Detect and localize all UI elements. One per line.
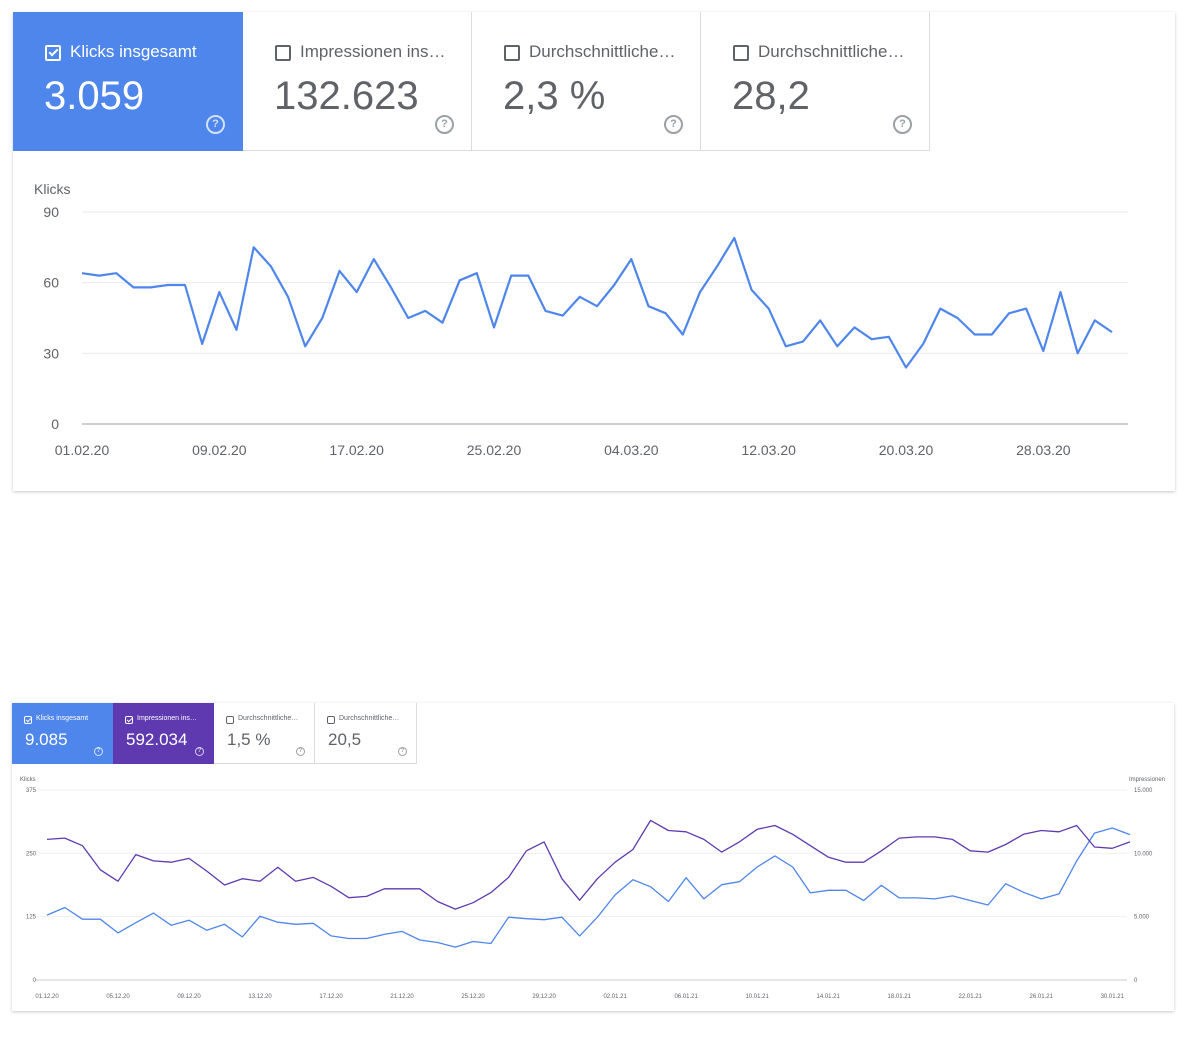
- y-tick-label-left: 0: [33, 978, 37, 984]
- x-tick-label: 20.03.20: [879, 442, 934, 458]
- checkbox-icon[interactable]: [125, 716, 133, 724]
- metric-label: Durchschnittliche…: [238, 715, 299, 722]
- metric-card-average-ctr[interactable]: Durchschnittliche… 1,5 % ?: [214, 703, 315, 764]
- y-axis-label-right: Impressionen: [1129, 777, 1165, 783]
- checkbox-icon[interactable]: [275, 45, 291, 61]
- metric-label: Impressionen ins…: [300, 42, 446, 61]
- metric-value: 132.623: [274, 74, 419, 118]
- impressions-series-line: [46, 819, 1131, 910]
- metric-label: Durchschnittliche…: [758, 42, 905, 61]
- x-tick-label: 02.01.21: [603, 994, 627, 1000]
- checkbox-icon[interactable]: [733, 45, 749, 61]
- y-tick-label-right: 15.000: [1134, 788, 1153, 794]
- x-tick-label: 17.02.20: [329, 442, 384, 458]
- metric-label: Klicks insgesamt: [36, 715, 89, 722]
- x-tick-label: 10.01.21: [745, 994, 769, 1000]
- clicks-series-line: [81, 236, 1113, 369]
- help-icon[interactable]: ?: [206, 115, 225, 134]
- metric-label: Klicks insgesamt: [70, 42, 197, 61]
- checkbox-icon[interactable]: [226, 716, 234, 724]
- metric-label: Impressionen ins…: [137, 715, 197, 722]
- x-tick-label: 04.03.20: [604, 442, 659, 458]
- x-tick-label: 21.12.20: [390, 994, 414, 1000]
- y-tick-label-right: 5.000: [1134, 915, 1150, 921]
- x-tick-label: 01.12.20: [35, 994, 59, 1000]
- help-icon[interactable]: ?: [94, 747, 103, 756]
- x-tick-label: 18.01.21: [888, 994, 912, 1000]
- clicks-line-chart: Klicks 90 60 30 0 01.02.20 09.02.20 17.02.20 25.…: [34, 181, 1128, 458]
- metric-card-total-clicks[interactable]: Klicks insgesamt 9.085 ?: [12, 703, 113, 764]
- y-tick-label-right: 0: [1134, 978, 1138, 984]
- metric-value: 1,5 %: [227, 730, 271, 749]
- help-icon[interactable]: ?: [435, 115, 454, 134]
- checkbox-icon[interactable]: [45, 45, 61, 61]
- help-icon[interactable]: ?: [664, 115, 683, 134]
- x-tick-label: 28.03.20: [1016, 442, 1071, 458]
- x-tick-label: 05.12.20: [106, 994, 130, 1000]
- checkbox-icon[interactable]: [327, 716, 335, 724]
- metric-value: 2,3 %: [503, 74, 606, 118]
- y-tick-label-left: 125: [26, 915, 37, 921]
- performance-report-1: Klicks insgesamt 3.059 ? Impressionen in…: [13, 12, 1175, 491]
- x-tick-label: 01.02.20: [55, 442, 110, 458]
- metric-value: 20,5: [328, 730, 362, 749]
- x-tick-label: 13.12.20: [248, 994, 272, 1000]
- checkbox-icon[interactable]: [24, 716, 32, 724]
- metric-card-average-ctr[interactable]: Durchschnittliche… 2,3 % ?: [472, 12, 701, 151]
- x-tick-label: 12.03.20: [741, 442, 796, 458]
- metric-value: 3.059: [44, 74, 145, 118]
- metric-card-average-position[interactable]: Durchschnittliche… 28,2 ?: [701, 12, 930, 151]
- y-axis-label: Klicks: [34, 181, 71, 197]
- metric-card-total-impressions[interactable]: Impressionen ins… 132.623 ?: [243, 12, 472, 151]
- y-tick-label-left: 375: [26, 788, 37, 794]
- metric-card-average-position[interactable]: Durchschnittliche… 20,5 ?: [315, 703, 417, 764]
- checkbox-icon[interactable]: [504, 45, 520, 61]
- metric-value: 28,2: [732, 74, 810, 118]
- x-tick-label: 26.01.21: [1030, 994, 1054, 1000]
- x-tick-label: 17.12.20: [319, 994, 343, 1000]
- x-tick-label: 09.12.20: [177, 994, 201, 1000]
- y-axis-label-left: Klicks: [20, 777, 36, 783]
- y-tick-label: 90: [43, 204, 59, 220]
- metric-label: Durchschnittliche…: [339, 715, 400, 722]
- x-tick-label: 29.12.20: [532, 994, 556, 1000]
- x-tick-label: 22.01.21: [959, 994, 983, 1000]
- x-tick-label: 14.01.21: [817, 994, 841, 1000]
- y-tick-label-left: 250: [26, 851, 37, 857]
- help-icon[interactable]: ?: [893, 115, 912, 134]
- metric-card-total-impressions[interactable]: Impressionen ins… 592.034 ?: [113, 703, 214, 764]
- x-tick-label: 25.02.20: [467, 442, 522, 458]
- metric-label: Durchschnittliche…: [529, 42, 676, 61]
- metric-card-total-clicks[interactable]: Klicks insgesamt 3.059 ?: [13, 12, 243, 151]
- clicks-series-line: [46, 827, 1131, 948]
- metric-value: 592.034: [126, 730, 188, 749]
- help-icon[interactable]: ?: [398, 747, 407, 756]
- x-tick-label: 09.02.20: [192, 442, 247, 458]
- x-tick-label: 06.01.21: [674, 994, 698, 1000]
- x-tick-label: 30.01.21: [1101, 994, 1125, 1000]
- y-tick-label: 60: [43, 275, 59, 291]
- x-tick-label: 25.12.20: [461, 994, 485, 1000]
- help-icon[interactable]: ?: [296, 747, 305, 756]
- y-tick-label-right: 10.000: [1134, 851, 1153, 857]
- help-icon[interactable]: ?: [195, 747, 204, 756]
- clicks-impressions-line-chart: Klicks Impressionen 375 250 125 0 15.000 10.000…: [20, 777, 1165, 1000]
- metric-value: 9.085: [25, 730, 68, 749]
- y-tick-label: 30: [43, 345, 59, 361]
- y-tick-label: 0: [51, 416, 59, 432]
- performance-report-2: Klicks insgesamt 9.085 ? Impressionen in…: [12, 703, 1174, 1011]
